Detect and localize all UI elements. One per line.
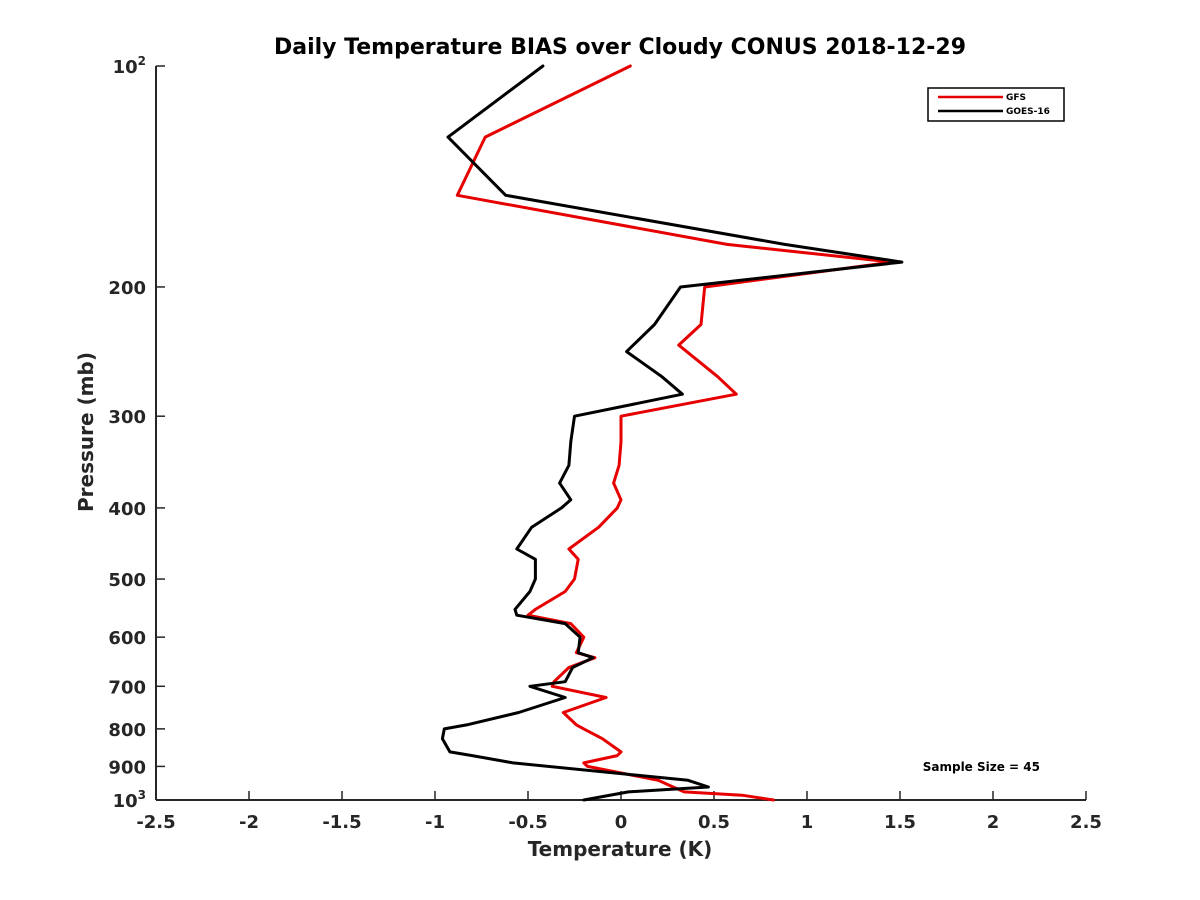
x-tick-label: 2.5: [1070, 812, 1102, 833]
legend-label-goes16: GOES-16: [1006, 107, 1050, 117]
plot-area: -2.5 -2 -1.5 -1 -0.5 0 0.5 1 1.5 2 2.5 102 200 300 400…: [108, 54, 1102, 833]
y-tick-label: 500: [108, 570, 146, 591]
y-tick-label: 103: [113, 788, 146, 812]
legend: GFS GOES-16: [927, 87, 1065, 122]
y-tick-label: 200: [108, 278, 146, 299]
y-tick-label: 102: [113, 54, 146, 78]
x-tick-label: -1.5: [322, 812, 361, 833]
series-line-goes16: [440, 64, 904, 802]
legend-box: [927, 87, 1065, 122]
y-tick-label: 600: [108, 628, 146, 649]
x-tick-label: -2.5: [136, 812, 175, 833]
x-tick-label: 0.5: [698, 812, 730, 833]
y-tick-label: 900: [108, 757, 146, 778]
y-tick-label: 400: [108, 499, 146, 520]
y-axis-label: Pressure (mb): [74, 352, 98, 512]
x-tick-label: 2: [987, 812, 1000, 833]
x-tick-label: -2: [239, 812, 259, 833]
legend-label-gfs: GFS: [1006, 93, 1026, 103]
x-tick-label: 1.5: [884, 812, 916, 833]
y-tick-label: 700: [108, 677, 146, 698]
x-axis-label: Temperature (K): [528, 837, 713, 861]
x-tick-label: -0.5: [508, 812, 547, 833]
chart-title: Daily Temperature BIAS over Cloudy CONUS…: [274, 35, 966, 60]
series-line-gfs: [455, 64, 895, 802]
sample-size-annotation: Sample Size = 45: [923, 760, 1040, 774]
x-tick-label: 0: [615, 812, 628, 833]
y-tick-label: 300: [108, 407, 146, 428]
x-tick-label: -1: [425, 812, 445, 833]
y-tick-label: 800: [108, 720, 146, 741]
x-tick-label: 1: [801, 812, 814, 833]
